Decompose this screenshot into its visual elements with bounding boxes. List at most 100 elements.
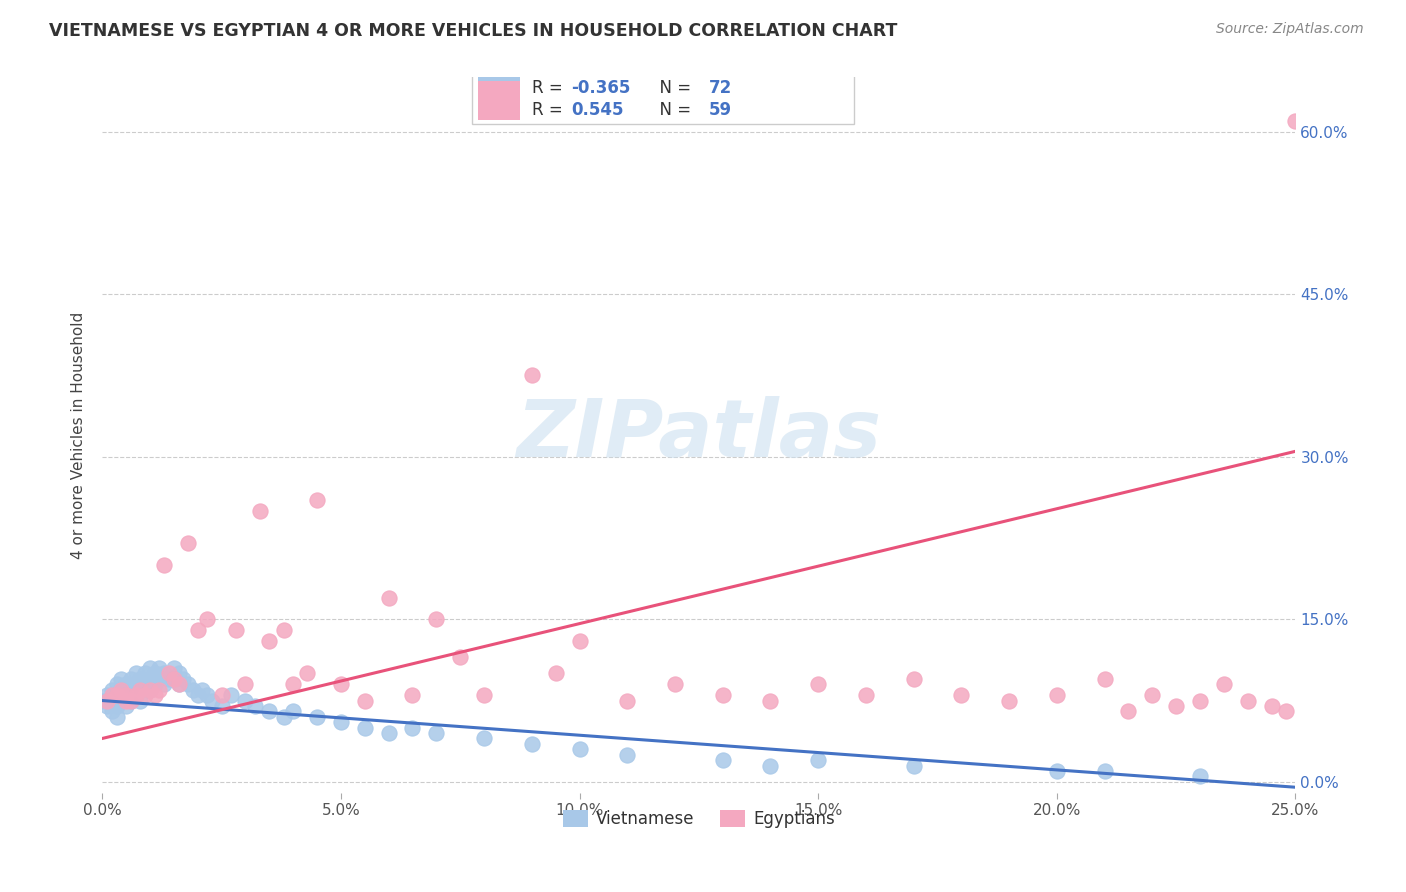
Text: 72: 72: [709, 79, 731, 97]
Point: [903, 758, 925, 772]
Point: [225, 623, 247, 637]
Point: [568, 634, 591, 648]
Point: [100, 688, 122, 702]
Point: [235, 693, 257, 707]
Point: [96, 698, 118, 713]
Point: [120, 672, 142, 686]
Point: [425, 612, 447, 626]
Point: [148, 682, 170, 697]
Point: [243, 698, 266, 713]
Point: [1118, 705, 1140, 719]
Y-axis label: 4 or more Vehicles in Household: 4 or more Vehicles in Household: [72, 311, 86, 558]
Point: [105, 688, 128, 702]
Point: [807, 677, 830, 691]
Text: Source: ZipAtlas.com: Source: ZipAtlas.com: [1216, 22, 1364, 37]
Point: [129, 682, 152, 697]
Point: [129, 672, 152, 686]
Point: [134, 677, 156, 691]
Point: [281, 677, 304, 691]
Point: [1188, 769, 1211, 783]
Text: R =: R =: [531, 79, 568, 97]
Point: [520, 368, 543, 383]
Point: [143, 688, 166, 702]
Point: [105, 710, 128, 724]
Point: [544, 666, 567, 681]
Point: [115, 688, 138, 702]
Point: [329, 677, 352, 691]
Point: [139, 682, 162, 697]
Point: [472, 688, 495, 702]
Point: [163, 661, 186, 675]
Point: [129, 693, 152, 707]
Point: [153, 677, 176, 691]
Point: [187, 688, 209, 702]
Point: [1188, 693, 1211, 707]
Text: 0.545: 0.545: [571, 101, 624, 119]
Point: [305, 710, 328, 724]
Point: [401, 721, 423, 735]
Point: [1212, 677, 1234, 691]
Point: [120, 693, 142, 707]
Point: [139, 682, 162, 697]
Point: [259, 705, 281, 719]
Point: [249, 504, 271, 518]
Point: [273, 710, 295, 724]
Point: [120, 682, 142, 697]
Point: [855, 688, 877, 702]
Point: [191, 682, 214, 697]
Point: [115, 698, 138, 713]
Point: [105, 698, 128, 713]
Point: [110, 672, 132, 686]
Point: [153, 666, 176, 681]
Point: [329, 715, 352, 730]
Point: [91, 693, 114, 707]
Point: [425, 726, 447, 740]
Point: [219, 688, 242, 702]
Point: [273, 623, 295, 637]
Point: [807, 753, 830, 767]
Point: [124, 688, 146, 702]
Point: [401, 688, 423, 702]
Point: [1046, 764, 1069, 778]
Point: [616, 693, 638, 707]
Point: [195, 612, 218, 626]
Point: [96, 688, 118, 702]
Point: [110, 682, 132, 697]
Point: [1236, 693, 1258, 707]
Point: [211, 688, 233, 702]
Point: [139, 661, 162, 675]
Point: [115, 693, 138, 707]
Point: [163, 672, 186, 686]
Point: [129, 682, 152, 697]
Point: [1094, 764, 1116, 778]
Point: [211, 698, 233, 713]
Point: [353, 721, 375, 735]
Point: [172, 672, 194, 686]
Text: 59: 59: [709, 101, 731, 119]
Text: ZIPatlas: ZIPatlas: [516, 396, 882, 474]
Point: [950, 688, 973, 702]
Point: [100, 705, 122, 719]
Point: [143, 677, 166, 691]
Point: [377, 726, 399, 740]
Point: [305, 493, 328, 508]
Point: [110, 693, 132, 707]
Text: N =: N =: [648, 101, 696, 119]
Point: [353, 693, 375, 707]
Point: [903, 672, 925, 686]
Point: [1142, 688, 1164, 702]
FancyBboxPatch shape: [478, 81, 520, 120]
Point: [100, 693, 122, 707]
Point: [235, 677, 257, 691]
FancyBboxPatch shape: [472, 38, 853, 124]
Text: VIETNAMESE VS EGYPTIAN 4 OR MORE VEHICLES IN HOUSEHOLD CORRELATION CHART: VIETNAMESE VS EGYPTIAN 4 OR MORE VEHICLE…: [49, 22, 897, 40]
Point: [568, 742, 591, 756]
Point: [143, 666, 166, 681]
Point: [259, 634, 281, 648]
Point: [711, 753, 734, 767]
Point: [177, 536, 200, 550]
Point: [153, 558, 176, 573]
Point: [124, 688, 146, 702]
Point: [148, 672, 170, 686]
Text: R =: R =: [531, 101, 574, 119]
